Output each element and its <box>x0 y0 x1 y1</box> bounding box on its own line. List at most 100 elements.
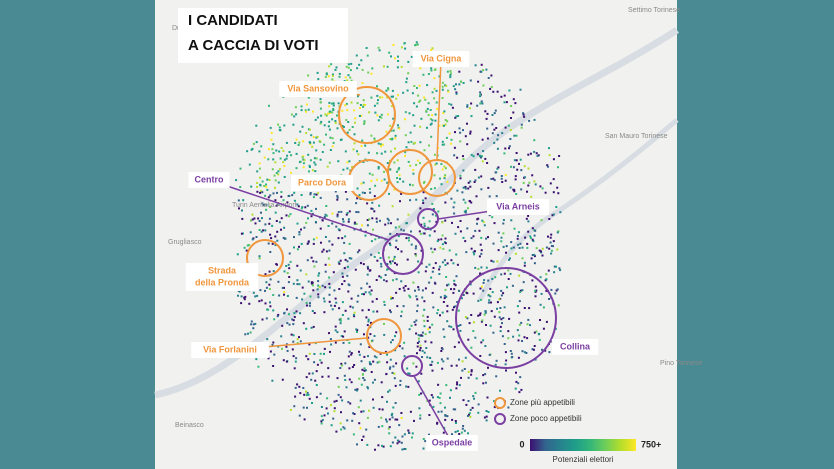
dot <box>454 305 457 308</box>
dot <box>294 395 297 398</box>
dot <box>423 325 426 328</box>
dot <box>538 338 541 341</box>
dot <box>329 136 332 139</box>
dot <box>450 325 453 328</box>
dot <box>428 144 430 147</box>
dot <box>379 257 382 259</box>
dot <box>515 134 518 137</box>
dot <box>358 377 361 380</box>
dot <box>491 216 494 219</box>
dot <box>332 73 334 76</box>
dot <box>486 396 489 399</box>
dot <box>539 185 542 188</box>
dot <box>488 195 491 198</box>
dot <box>423 96 426 99</box>
dot <box>255 358 258 361</box>
dot <box>413 124 416 127</box>
dot <box>356 443 358 446</box>
dot <box>451 221 453 224</box>
dot <box>320 415 323 418</box>
dot <box>429 118 432 121</box>
dot <box>292 323 295 326</box>
dot <box>467 376 470 379</box>
dot <box>499 330 502 333</box>
dot <box>444 219 447 222</box>
dot <box>502 232 505 235</box>
dot <box>549 236 552 239</box>
dot <box>480 175 483 178</box>
dot <box>502 219 505 221</box>
dot <box>479 102 482 105</box>
dot <box>394 436 397 439</box>
dot <box>361 293 364 295</box>
dot <box>538 249 541 252</box>
dot <box>394 226 397 229</box>
dot <box>339 367 342 369</box>
dot <box>368 409 371 412</box>
dot <box>298 283 301 286</box>
dot <box>338 307 341 310</box>
dot <box>386 96 389 99</box>
dot <box>490 259 493 262</box>
dot <box>436 396 439 399</box>
dot <box>357 406 360 409</box>
dot <box>454 116 457 119</box>
dot <box>283 270 286 273</box>
dot <box>328 282 331 285</box>
dot <box>372 310 375 313</box>
dot <box>311 402 313 404</box>
dot <box>436 312 439 315</box>
dot <box>334 325 337 328</box>
dot <box>331 111 334 114</box>
dot <box>431 251 434 254</box>
dot <box>310 326 313 329</box>
dot <box>298 141 301 144</box>
dot <box>262 229 265 232</box>
dot <box>242 199 245 202</box>
zone-label: Via Forlanini <box>203 344 257 354</box>
dot <box>472 395 475 398</box>
dot <box>333 304 336 307</box>
dot <box>329 338 332 341</box>
dot <box>480 249 483 252</box>
dot <box>521 246 524 249</box>
dot <box>550 252 553 255</box>
dot <box>471 406 474 409</box>
dot <box>295 152 298 155</box>
dot <box>423 351 426 354</box>
dot <box>390 95 393 98</box>
dot <box>330 102 333 105</box>
zone-circle <box>338 86 396 144</box>
dot <box>310 209 313 212</box>
dot <box>271 148 274 151</box>
dot <box>380 113 383 116</box>
dot <box>394 262 396 265</box>
dot <box>431 213 434 216</box>
dot <box>407 385 410 388</box>
dot <box>281 347 283 350</box>
dot <box>259 176 262 179</box>
dot <box>346 167 349 170</box>
dot <box>272 365 275 367</box>
dot <box>268 222 271 225</box>
dot <box>313 193 316 196</box>
dot <box>346 419 349 422</box>
dot <box>518 274 521 277</box>
dot <box>415 105 418 108</box>
dot <box>386 263 389 266</box>
dot <box>391 260 394 263</box>
dot <box>430 122 433 125</box>
dot <box>256 170 259 173</box>
dot <box>280 335 283 338</box>
dot <box>276 263 278 266</box>
dot <box>423 232 426 235</box>
dot <box>276 239 279 242</box>
dot <box>340 428 343 431</box>
dot <box>476 222 478 225</box>
dot <box>391 441 394 444</box>
dot <box>519 376 522 379</box>
dot <box>541 348 543 351</box>
dot <box>431 369 434 372</box>
dot <box>388 242 391 245</box>
dot <box>535 289 538 292</box>
